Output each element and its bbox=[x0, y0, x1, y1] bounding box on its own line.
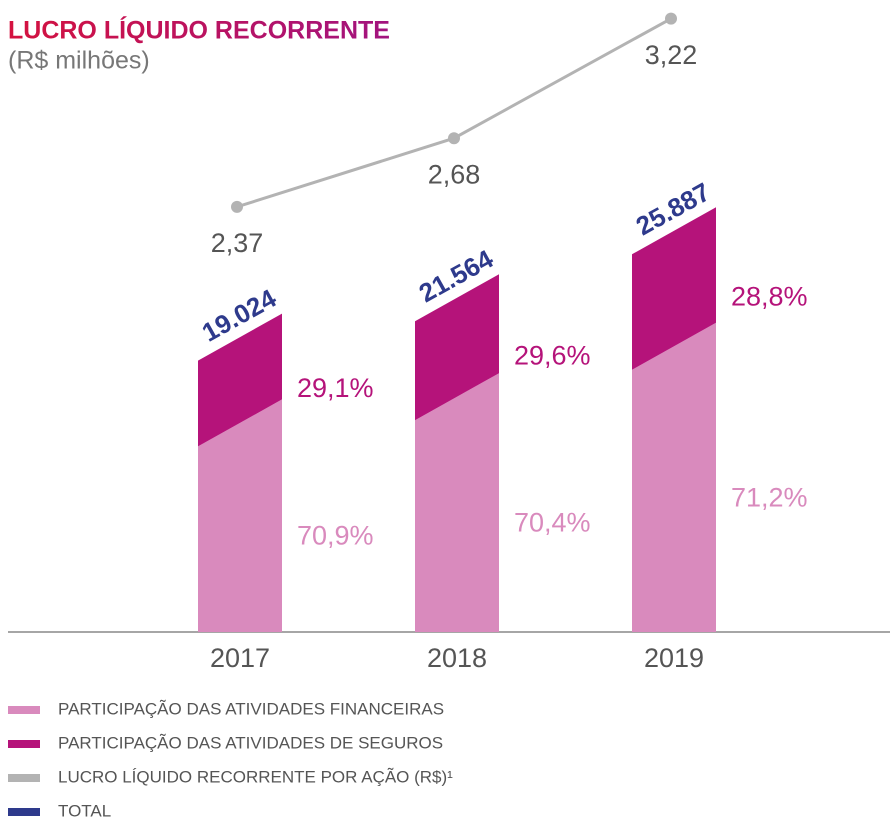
bar-segment bbox=[198, 313, 282, 447]
legend-label: LUCRO LÍQUIDO RECORRENTE POR AÇÃO (R$)¹ bbox=[58, 767, 453, 786]
line-point bbox=[448, 132, 460, 145]
segment-label: 71,2% bbox=[731, 482, 808, 512]
x-tick-label: 2019 bbox=[644, 643, 704, 673]
bar-segment bbox=[632, 207, 716, 370]
segment-label: 29,6% bbox=[514, 340, 591, 370]
line-point bbox=[665, 12, 677, 25]
legend-swatch bbox=[8, 774, 40, 782]
line-label: 2,37 bbox=[211, 228, 264, 258]
legend-label: PARTICIPAÇÃO DAS ATIVIDADES DE SEGUROS bbox=[58, 733, 443, 752]
bar-segment bbox=[415, 373, 499, 632]
chart-subtitle: (R$ milhões) bbox=[8, 47, 150, 75]
segment-label: 70,4% bbox=[514, 507, 591, 537]
line-point bbox=[231, 200, 243, 213]
x-tick-label: 2018 bbox=[427, 643, 487, 673]
line-label: 3,22 bbox=[645, 40, 698, 70]
segment-label: 29,1% bbox=[297, 373, 374, 403]
segment-label: 28,8% bbox=[731, 282, 808, 312]
legend-swatch bbox=[8, 808, 40, 816]
legend-swatch bbox=[8, 706, 40, 714]
legend-label: TOTAL bbox=[58, 801, 111, 820]
line-label: 2,68 bbox=[428, 159, 481, 189]
x-tick-label: 2017 bbox=[210, 643, 270, 673]
legend-label: PARTICIPAÇÃO DAS ATIVIDADES FINANCEIRAS bbox=[58, 699, 444, 718]
bar-segment bbox=[415, 274, 499, 421]
bar-segment bbox=[632, 322, 716, 632]
bar-segment bbox=[198, 399, 282, 632]
legend-swatch bbox=[8, 740, 40, 748]
segment-label: 70,9% bbox=[297, 521, 374, 551]
chart-title: LUCRO LÍQUIDO RECORRENTE bbox=[8, 16, 390, 45]
